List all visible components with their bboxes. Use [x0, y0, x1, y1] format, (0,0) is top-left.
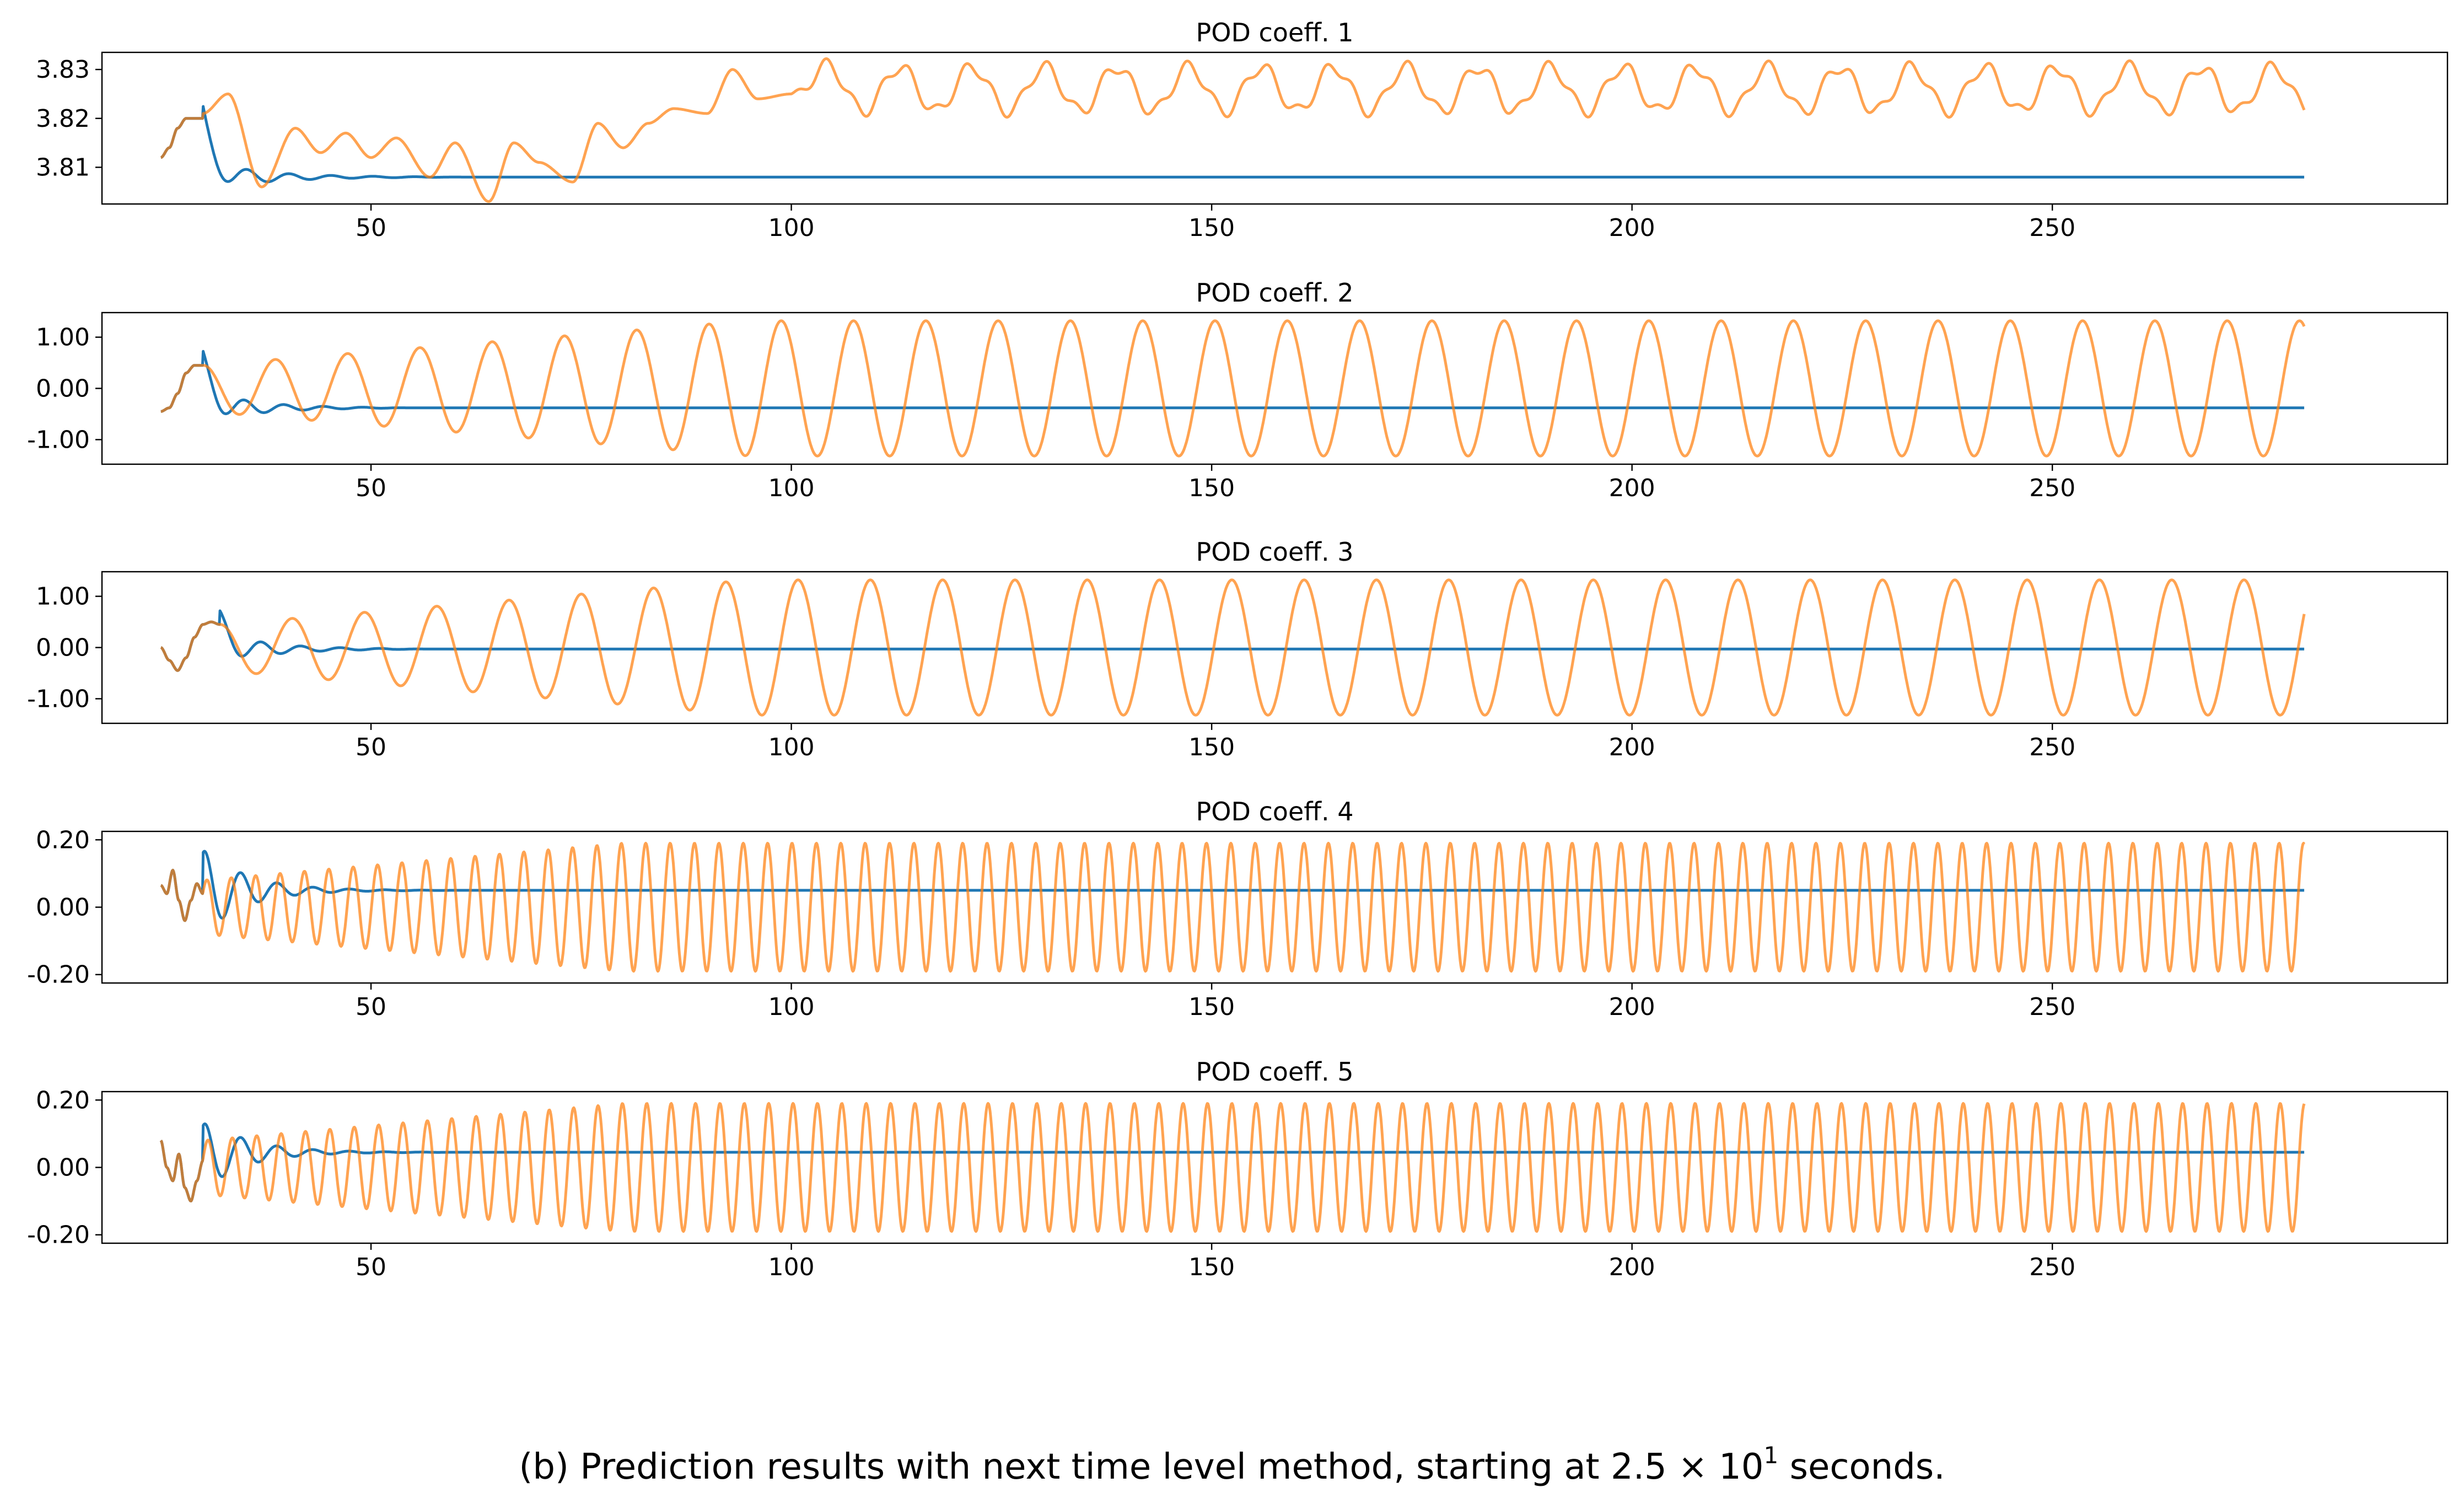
- panel-title: POD coeff. 2: [1196, 278, 1354, 308]
- series-b-line: [160, 319, 2306, 458]
- x-tick-label: 100: [768, 993, 815, 1021]
- panel-1: POD coeff. 1 50 100 150 200 250 3.81 3.82 3.83: [36, 18, 2449, 242]
- x-tick-label: 150: [1188, 993, 1235, 1021]
- series-a-line: [160, 609, 2305, 672]
- x-tick-label: 250: [2029, 214, 2075, 242]
- panel-title: POD coeff. 1: [1196, 18, 1354, 47]
- y-tick-label: 1.00: [36, 324, 90, 352]
- y-tick-label: 0.20: [36, 826, 90, 854]
- panel-title: POD coeff. 4: [1196, 797, 1354, 826]
- panel-title: POD coeff. 5: [1196, 1057, 1354, 1087]
- x-tick-label: 200: [1609, 214, 1655, 242]
- y-tick-label: 0.00: [36, 1154, 90, 1182]
- y-tick-label: 3.83: [36, 56, 90, 84]
- x-tick-label: 250: [2029, 474, 2075, 502]
- x-tick-label: 150: [1188, 474, 1235, 502]
- series-a-line: [160, 350, 2305, 415]
- series-a-line: [160, 105, 2305, 184]
- series-b-line: [159, 1102, 2306, 1233]
- series-b-line: [160, 57, 2306, 203]
- x-tick-label: 200: [1609, 474, 1655, 502]
- axes-frame: [101, 830, 2449, 984]
- panels: POD coeff. 150 100 150 200 2503.813.823.83PO…: [27, 18, 2449, 1281]
- x-tick-label: 250: [2029, 993, 2075, 1021]
- x-tick-label: 100: [768, 474, 815, 502]
- figure-caption: (b) Prediction results with next time le…: [519, 1442, 1945, 1487]
- panel-2: POD coeff. 2 50 100 150 200 250 -1.00 0.00 1.00: [27, 278, 2449, 502]
- panel-3: POD coeff. 3 50 100 150 200 250 -1.00 0.00 1.00: [27, 537, 2449, 761]
- x-tick-label: 250: [2029, 1253, 2075, 1281]
- y-tick-label: 3.81: [36, 153, 90, 181]
- y-tick-label: 0.20: [36, 1086, 90, 1114]
- y-tick-label: -1.00: [27, 685, 90, 713]
- x-tick-label: 150: [1188, 1253, 1235, 1281]
- y-tick-label: 1.00: [36, 583, 90, 611]
- series-b-line: [160, 578, 2306, 717]
- axes-frame: [101, 571, 2449, 724]
- x-tick-label: 250: [2029, 733, 2075, 761]
- x-tick-label: 50: [356, 733, 386, 761]
- y-tick-label: 0.00: [36, 894, 90, 922]
- x-tick-label: 150: [1188, 733, 1235, 761]
- x-tick-label: 100: [768, 214, 815, 242]
- x-tick-label: 150: [1188, 214, 1235, 242]
- x-tick-label: 200: [1609, 733, 1655, 761]
- series-b-line: [160, 841, 2306, 973]
- panel-5: POD coeff. 5 50 100 150 200 250 -0.20 0.00 0.20: [27, 1057, 2449, 1281]
- axes-frame: [101, 311, 2449, 465]
- x-tick-label: 50: [356, 214, 386, 242]
- x-tick-label: 100: [768, 1253, 815, 1281]
- axes-frame: [101, 1091, 2449, 1244]
- x-tick-label: 100: [768, 733, 815, 761]
- x-tick-label: 200: [1609, 1253, 1655, 1281]
- series-a-line: [159, 1122, 2305, 1202]
- y-tick-label: 0.00: [36, 634, 90, 662]
- panel-title: POD coeff. 3: [1196, 537, 1354, 567]
- y-tick-label: 0.00: [36, 375, 90, 403]
- y-tick-label: -0.20: [27, 961, 90, 989]
- axes-frame: [101, 51, 2449, 205]
- caption-prefix: (b) Prediction results with next time le…: [519, 1447, 1763, 1487]
- caption-exponent: 1: [1764, 1442, 1779, 1469]
- x-tick-label: 50: [356, 474, 386, 502]
- x-tick-label: 50: [356, 993, 386, 1021]
- caption-suffix: seconds.: [1778, 1447, 1945, 1487]
- y-tick-label: 3.82: [36, 105, 90, 133]
- y-tick-label: -0.20: [27, 1221, 90, 1249]
- y-tick-label: -1.00: [27, 426, 90, 454]
- x-tick-label: 200: [1609, 993, 1655, 1021]
- x-tick-label: 50: [356, 1253, 386, 1281]
- panel-4: POD coeff. 4 50 100 150 200 250 -0.20 0.00 0.20: [27, 797, 2449, 1021]
